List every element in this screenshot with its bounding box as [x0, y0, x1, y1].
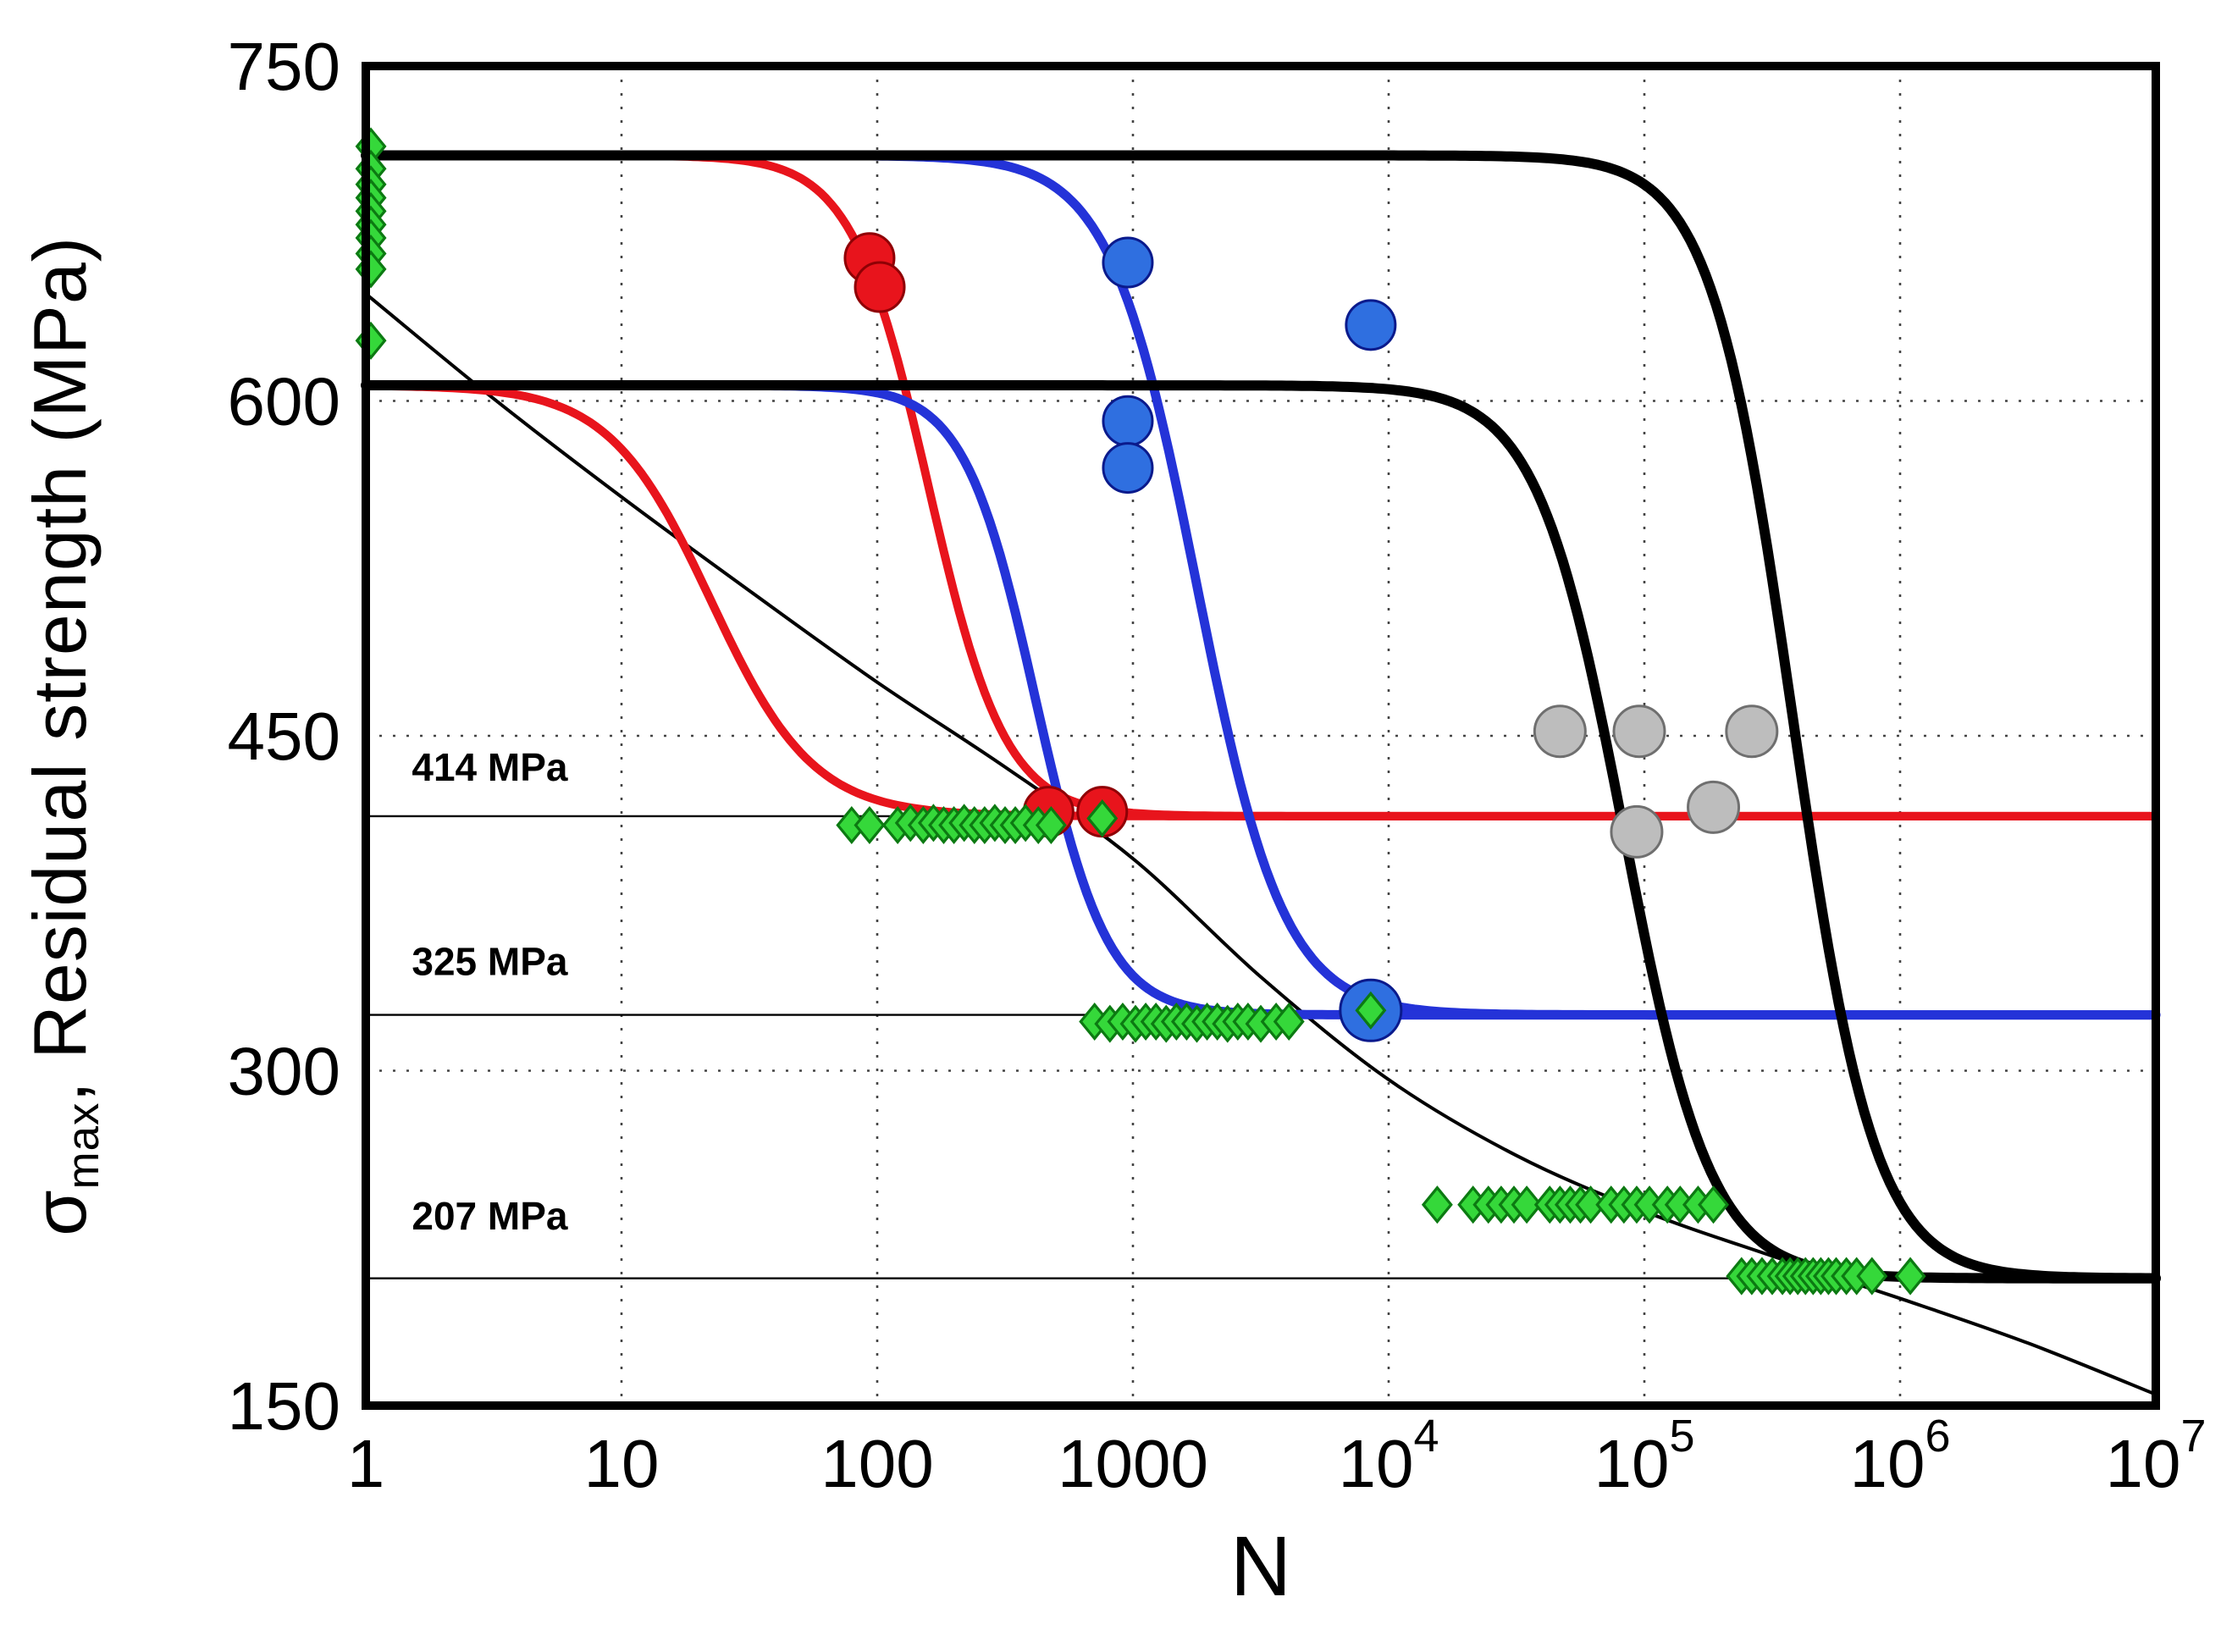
plot-frame [362, 62, 2160, 1410]
x-tick-label: 104 [1338, 1411, 1439, 1501]
x-tick-labels: 1 10 100 1000 104 105 106 107 [347, 1411, 2207, 1501]
x-tick-label: 1 [347, 1426, 385, 1501]
x-tick-label: 10 [584, 1426, 660, 1501]
y-tick-label: 450 [228, 699, 340, 774]
residual-325-upper [361, 151, 2161, 1020]
residual-414-lower [362, 381, 2160, 820]
y-tick-label: 150 [228, 1368, 340, 1444]
x-tick-label: 100 [820, 1426, 933, 1501]
x-tick-label: 1000 [1058, 1426, 1208, 1501]
residual-207-upper [361, 150, 2161, 1284]
residual-414-upper [362, 151, 2160, 820]
residual-strength-325-circles [1102, 236, 1403, 1042]
residual-207-lower [361, 380, 2161, 1284]
stress-annotations: 414 MPa 325 MPa 207 MPa [412, 745, 568, 1238]
x-tick-label: 105 [1594, 1411, 1694, 1501]
stress-label: 325 MPa [412, 939, 568, 983]
y-tick-label: 750 [228, 29, 340, 104]
y-tick-labels: 150 300 450 600 750 [228, 29, 340, 1444]
residual-strength-curves [361, 150, 2161, 1284]
gridlines [366, 66, 2156, 1406]
residual-strength-207-circles [1533, 704, 1779, 859]
y-tick-label: 600 [228, 364, 340, 439]
stress-label: 207 MPa [412, 1194, 568, 1238]
residual-325-lower [361, 380, 2161, 1020]
x-tick-label: 107 [2105, 1411, 2206, 1501]
x-tick-label: 106 [1849, 1411, 1950, 1501]
stress-level-lines [366, 815, 2156, 1279]
stress-label: 414 MPa [412, 745, 568, 789]
y-tick-label: 300 [228, 1034, 340, 1109]
x-axis-title: N [1229, 1519, 1292, 1614]
fatigue-data-diamonds [355, 127, 1926, 1296]
